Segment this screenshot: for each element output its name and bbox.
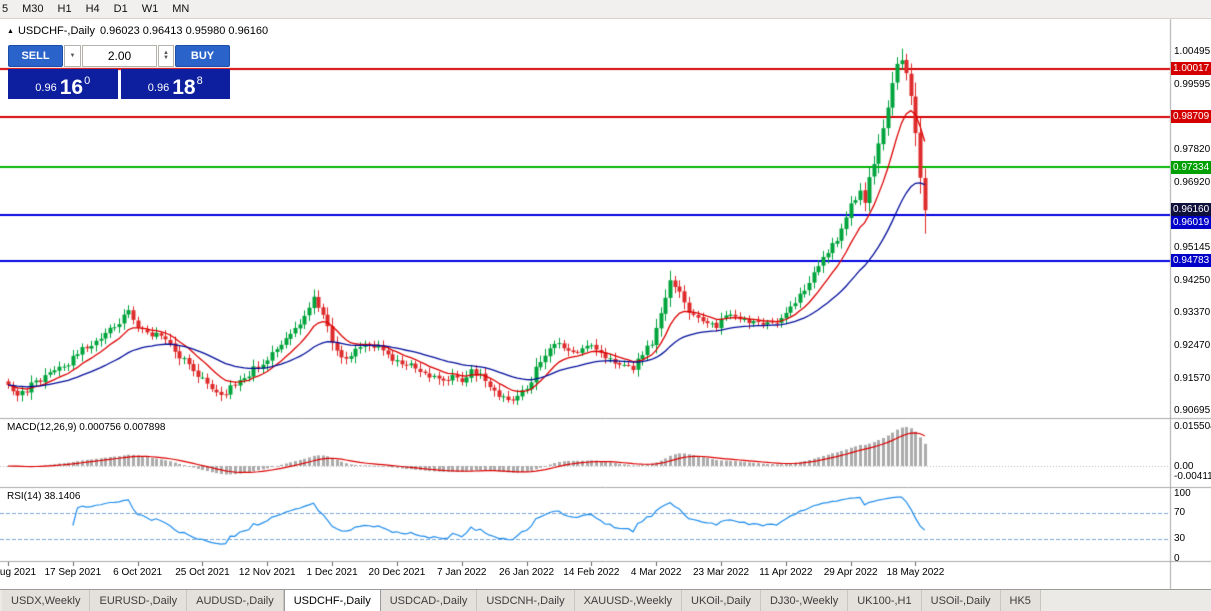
timeframe-button-5[interactable]: 5 <box>2 3 9 15</box>
chart-tab-usdcnh-daily[interactable]: USDCNH-,Daily <box>477 590 575 611</box>
macd-indicator-label: MACD(12,26,9) 0.000756 0.007898 <box>7 422 166 433</box>
buy-price-display[interactable]: 0.96 18 8 <box>120 69 230 99</box>
spinner-up-icon: ▲ <box>163 50 169 56</box>
chart-tab-dj30-weekly[interactable]: DJ30-,Weekly <box>760 590 849 611</box>
timeframe-button-mn[interactable]: MN <box>172 3 190 15</box>
sell-button[interactable]: SELL <box>8 45 63 67</box>
buy-button[interactable]: BUY <box>175 45 230 67</box>
volume-spinner[interactable]: ▲ ▼ <box>158 45 174 67</box>
chevron-down-icon: ▼ <box>69 53 76 59</box>
sell-price-big-digits: 16 <box>59 76 84 99</box>
rsi-indicator-label: RSI(14) 38.1406 <box>7 491 81 502</box>
chart-title: ▲ USDCHF-,Daily 0.96023 0.96413 0.95980 0.… <box>7 25 268 37</box>
chart-tabs-bar: USDX,Weekly EURUSD-,Daily AUDUSD-,Daily USD… <box>0 589 1211 611</box>
timeframe-button-d1[interactable]: D1 <box>113 3 128 15</box>
timeframe-button-h4[interactable]: H4 <box>85 3 100 15</box>
timeframe-toolbar: 5 M30 H1 H4 D1 W1 MN <box>0 0 1211 19</box>
chart-tab-uk100-h1[interactable]: UK100-,H1 <box>848 590 922 611</box>
spinner-down-icon: ▼ <box>163 55 169 61</box>
ohlc-values: 0.96023 0.96413 0.95980 0.96160 <box>99 25 269 37</box>
buy-price-pip-digit: 8 <box>196 75 203 87</box>
chart-tab-usdx-weekly[interactable]: USDX,Weekly <box>2 590 91 611</box>
trade-prices-row: 0.96 16 0 0.96 18 8 <box>8 69 230 99</box>
timeframe-button-m30[interactable]: M30 <box>22 3 44 15</box>
sell-price-display[interactable]: 0.96 16 0 <box>8 69 118 99</box>
chart-tab-usdcad-daily[interactable]: USDCAD-,Daily <box>380 590 478 611</box>
trade-controls-row: SELL ▼ ▲ ▼ BUY <box>8 45 230 67</box>
timeframe-button-w1[interactable]: W1 <box>141 3 159 15</box>
chart-tab-xauusd-weekly[interactable]: XAUUSD-,Weekly <box>574 590 683 611</box>
buy-price-base: 0.96 <box>147 82 170 94</box>
chart-tab-ukoil-daily[interactable]: UKOil-,Daily <box>682 590 761 611</box>
symbol-period-label: USDCHF-,Daily <box>17 25 95 37</box>
sell-price-base: 0.96 <box>35 82 57 94</box>
buy-price-big-digits: 18 <box>172 76 196 99</box>
chart-tab-hk5[interactable]: HK5 <box>1000 590 1041 611</box>
volume-input[interactable] <box>82 45 157 67</box>
chart-tab-usdchf-daily[interactable]: USDCHF-,Daily <box>283 590 381 611</box>
sell-price-pip-digit: 0 <box>84 75 91 87</box>
chart-tab-eurusd-daily[interactable]: EURUSD-,Daily <box>90 590 188 611</box>
collapse-one-click-icon[interactable]: ▲ <box>7 28 14 35</box>
chart-tab-audusd-daily[interactable]: AUDUSD-,Daily <box>187 590 284 611</box>
volume-dropdown[interactable]: ▼ <box>64 45 81 67</box>
timeframe-button-h1[interactable]: H1 <box>57 3 72 15</box>
chart-tab-usoil-daily[interactable]: USOil-,Daily <box>921 590 1001 611</box>
